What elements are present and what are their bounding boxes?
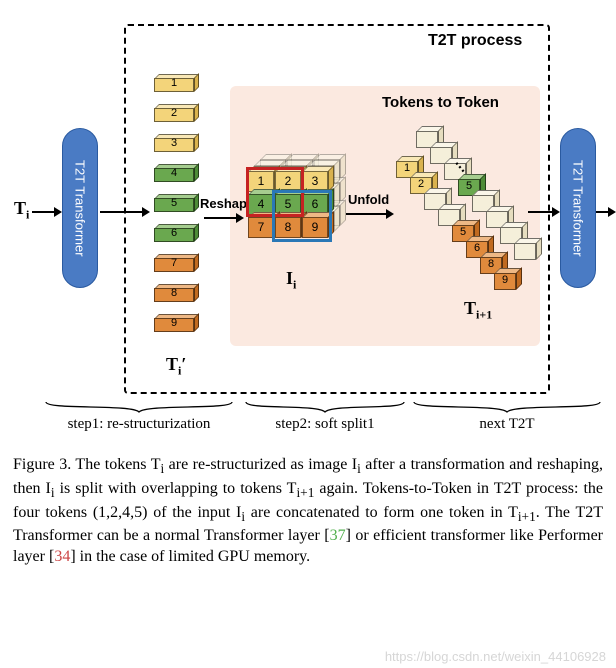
cap-b2: are re-structurized as image I [164, 456, 357, 473]
cap-b4: is split with overlapping to tokens T [55, 480, 297, 497]
stack-slab-3: 3 [154, 134, 202, 152]
arrow-in-left [32, 206, 62, 218]
stack-slab-2: 2 [154, 104, 202, 122]
arrow-reshape [204, 212, 244, 224]
cap-b6: are concatenated to form one token in T [245, 504, 518, 521]
brace-step1: step1: re-structurization [44, 400, 234, 433]
unfold-label: Unfold [348, 192, 389, 207]
stack-slab-8: 8 [154, 284, 202, 302]
stack-slab-7: 7 [154, 254, 202, 272]
Ii-label: Ii [286, 268, 296, 293]
Ti-label: Ti [14, 198, 29, 223]
brace-next: next T2T [412, 400, 602, 433]
diag-cell: 9 [494, 268, 520, 290]
caption-fig: Figure 3. [13, 456, 71, 473]
watermark: https://blog.csdn.net/weixin_44106928 [385, 649, 606, 664]
Ti1-label: Ti+1 [464, 298, 492, 323]
t2t-process-title: T2T process [428, 32, 522, 50]
cap-b1: The tokens T [71, 456, 160, 473]
cap-si1-2: i+1 [518, 509, 536, 524]
figure-caption: Figure 3. The tokens Ti are re-structuri… [13, 454, 603, 568]
stack-slab-1: 1 [154, 74, 202, 92]
arrow-unfold [346, 208, 394, 220]
arrow-out-right [596, 206, 616, 218]
brace-step1-label: step1: re-structurization [68, 416, 211, 432]
t2t-transformer-left: T2T Transformer [62, 128, 98, 288]
Ti-prime-label: Ti′ [166, 354, 186, 379]
t2t-diagram: T2T process Tokens to Token Ti T2T Trans… [8, 8, 608, 448]
cap-ref37: 37 [330, 527, 346, 544]
stack-slab-9: 9 [154, 314, 202, 332]
brace-next-label: next T2T [479, 416, 534, 432]
stack-slab-5: 5 [154, 194, 202, 212]
diag-cell [514, 238, 540, 260]
brace-step2: step2: soft split1 [244, 400, 406, 433]
blue-selection-box [272, 190, 332, 242]
arrow-to-right-pill [528, 206, 560, 218]
stack-slab-6: 6 [154, 224, 202, 242]
arrow-pill-to-stack [100, 206, 150, 218]
cap-si1-1: i+1 [296, 485, 314, 500]
t2t-transformer-right: T2T Transformer [560, 128, 596, 288]
cap-b9: ] in the case of limited GPU memory. [70, 548, 310, 565]
tokens-to-token-title: Tokens to Token [382, 94, 499, 111]
cap-ref34: 34 [54, 548, 70, 565]
brace-step2-label: step2: soft split1 [275, 416, 374, 432]
stack-slab-4: 4 [154, 164, 202, 182]
